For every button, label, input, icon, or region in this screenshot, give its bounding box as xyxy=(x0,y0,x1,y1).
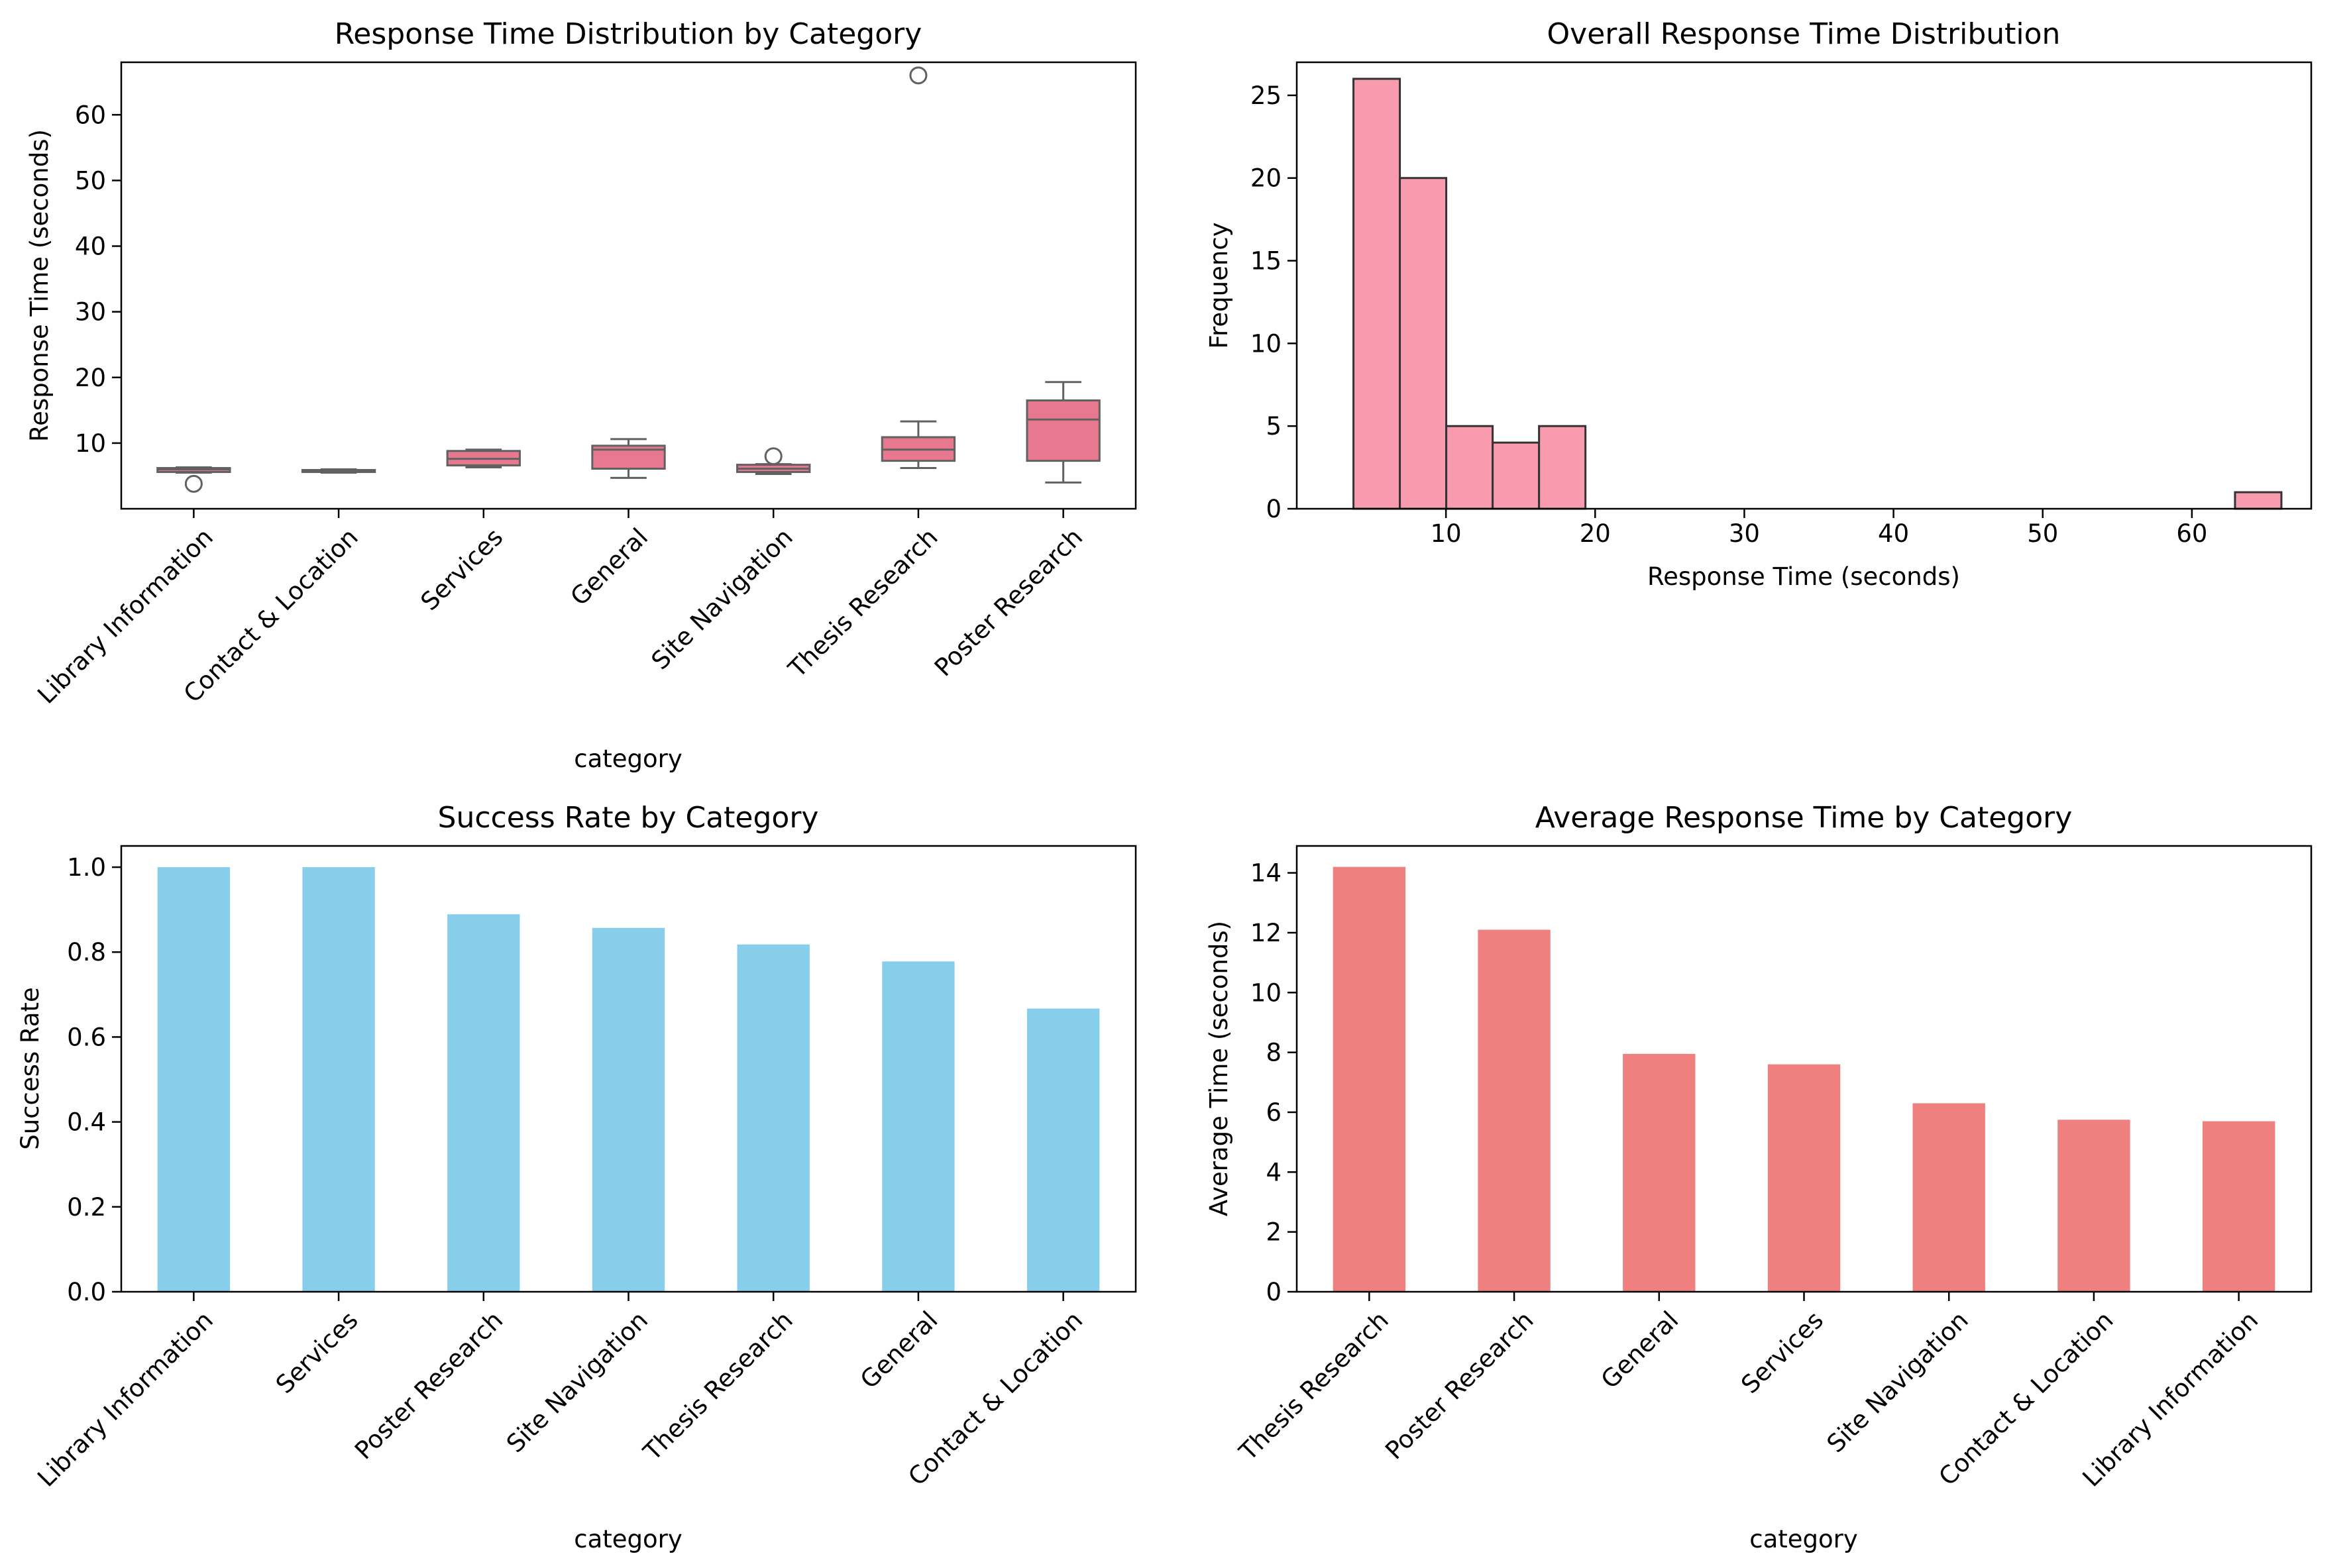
average-time-bar-poster-research xyxy=(1478,929,1551,1292)
success-rate-y-tick-label-0-8: 0.8 xyxy=(67,938,106,967)
box-poster-research xyxy=(1026,381,1101,484)
success-rate-bar-general xyxy=(882,961,955,1292)
success-rate-marks xyxy=(157,867,1100,1292)
success-rate-y-tick-label-0-2: 0.2 xyxy=(67,1193,106,1222)
histogram-bar-0 xyxy=(1352,78,1401,510)
success-rate-bar-services xyxy=(302,867,375,1292)
histogram-marks xyxy=(1352,78,2283,510)
success-rate-y-tick-label-1-0: 1.0 xyxy=(67,853,106,882)
box-plot-title: Response Time Distribution by Category xyxy=(335,17,922,51)
box-plot-y-tick-label-30: 30 xyxy=(75,298,106,327)
histogram-panel: 0 5 10 15 20 25 10 20 30 40 50 60 Overall Response … xyxy=(1205,17,2313,591)
success-rate-bar-thesis-research xyxy=(737,944,810,1292)
box-outlier-thesis-research-0 xyxy=(909,66,928,85)
average-time-y-tick-label-0: 0 xyxy=(1266,1278,1282,1306)
box-services xyxy=(446,448,521,469)
average-time-y-tick-label-6: 6 xyxy=(1266,1098,1282,1127)
success-rate-y-tick-label-0-6: 0.6 xyxy=(67,1023,106,1051)
success-rate-bar-contact-and-location xyxy=(1026,1008,1100,1292)
histogram-x-tick-label-10: 10 xyxy=(1431,519,1462,548)
histogram-y-tick-label-15: 15 xyxy=(1250,247,1282,276)
average-time-y-tick-label-14: 14 xyxy=(1250,859,1282,888)
average-time-bar-contact-and-location xyxy=(2057,1120,2130,1292)
average-time-bar-general xyxy=(1623,1053,1696,1292)
box-plot-y-tick-label-10: 10 xyxy=(75,429,106,458)
box-general xyxy=(591,438,666,479)
histogram-y-tick-label-10: 10 xyxy=(1250,329,1282,358)
average-time-y-tick-label-2: 2 xyxy=(1266,1218,1282,1247)
histogram-x-tick-label-20: 20 xyxy=(1580,519,1611,548)
histogram-x-tick-label-60: 60 xyxy=(2176,519,2207,548)
success-rate-bar-library-information xyxy=(157,867,231,1292)
average-time-y-tick-label-8: 8 xyxy=(1266,1039,1282,1067)
histogram-x-tick-label-30: 30 xyxy=(1729,519,1760,548)
average-time-bar-services xyxy=(1767,1064,1841,1292)
box-plot-marks xyxy=(156,66,1101,493)
histogram-y-axis-label: Frequency xyxy=(1205,222,1233,348)
box-library-information xyxy=(156,466,231,493)
average-time-bar-thesis-research xyxy=(1333,866,1406,1292)
box-plot-y-tick-label-60: 60 xyxy=(75,101,106,129)
success-rate-y-axis-label: Success Rate xyxy=(16,987,44,1150)
box-plot-y-axis-label: Response Time (seconds) xyxy=(25,129,54,442)
histogram-x-tick-label-50: 50 xyxy=(2027,519,2058,548)
average-time-y-tick-label-12: 12 xyxy=(1250,919,1282,947)
average-time-x-axis-label: category xyxy=(1749,1525,1858,1553)
histogram-x-axis-label: Response Time (seconds) xyxy=(1647,562,1960,591)
box-contact-and-location xyxy=(301,468,376,474)
success-rate-y-tick-label-0-0: 0.0 xyxy=(67,1278,106,1306)
success-rate-bar-site-navigation xyxy=(592,927,665,1292)
success-rate-x-axis-label: category xyxy=(574,1525,683,1553)
histogram-bar-1 xyxy=(1399,177,1448,510)
average-time-bar-site-navigation xyxy=(1912,1103,1985,1292)
histogram-bar-3 xyxy=(1492,441,1541,510)
histogram-bar-2 xyxy=(1445,425,1494,510)
histogram-x-tick-label-40: 40 xyxy=(1878,519,1909,548)
box-plot-y-tick-label-50: 50 xyxy=(75,166,106,195)
histogram-axes: 0 5 10 15 20 25 10 20 30 40 50 60 xyxy=(1250,81,2208,548)
success-rate-title: Success Rate by Category xyxy=(438,801,819,835)
box-outlier-site-navigation-0 xyxy=(764,447,783,466)
box-plot-y-tick-label-20: 20 xyxy=(75,364,106,392)
box-iqr-poster-research xyxy=(1026,399,1101,462)
box-plot-y-tick-label-40: 40 xyxy=(75,233,106,261)
box-site-navigation xyxy=(736,447,811,475)
average-time-y-axis-label: Average Time (seconds) xyxy=(1205,921,1233,1216)
histogram-y-tick-label-20: 20 xyxy=(1250,164,1282,193)
histogram-frame xyxy=(1295,61,2313,510)
success-rate-bar-poster-research xyxy=(447,914,520,1292)
histogram-title: Overall Response Time Distribution xyxy=(1547,17,2061,51)
box-thesis-research xyxy=(881,66,956,470)
histogram-bar-19 xyxy=(2234,491,2283,510)
average-time-title: Average Response Time by Category xyxy=(1535,801,2073,835)
histogram-y-tick-label-25: 25 xyxy=(1250,81,1282,110)
histogram-bar-4 xyxy=(1538,425,1587,510)
histogram-y-tick-label-5: 5 xyxy=(1266,412,1282,441)
average-time-y-tick-label-4: 4 xyxy=(1266,1158,1282,1186)
histogram-y-tick-label-0: 0 xyxy=(1266,495,1282,523)
box-plot-x-axis-label: category xyxy=(574,745,683,773)
average-time-bar-library-information xyxy=(2202,1121,2275,1292)
average-time-marks xyxy=(1333,866,2275,1292)
box-outlier-library-information-0 xyxy=(184,474,203,493)
success-rate-y-tick-label-0-4: 0.4 xyxy=(67,1108,106,1137)
average-time-y-tick-label-10: 10 xyxy=(1250,978,1282,1007)
